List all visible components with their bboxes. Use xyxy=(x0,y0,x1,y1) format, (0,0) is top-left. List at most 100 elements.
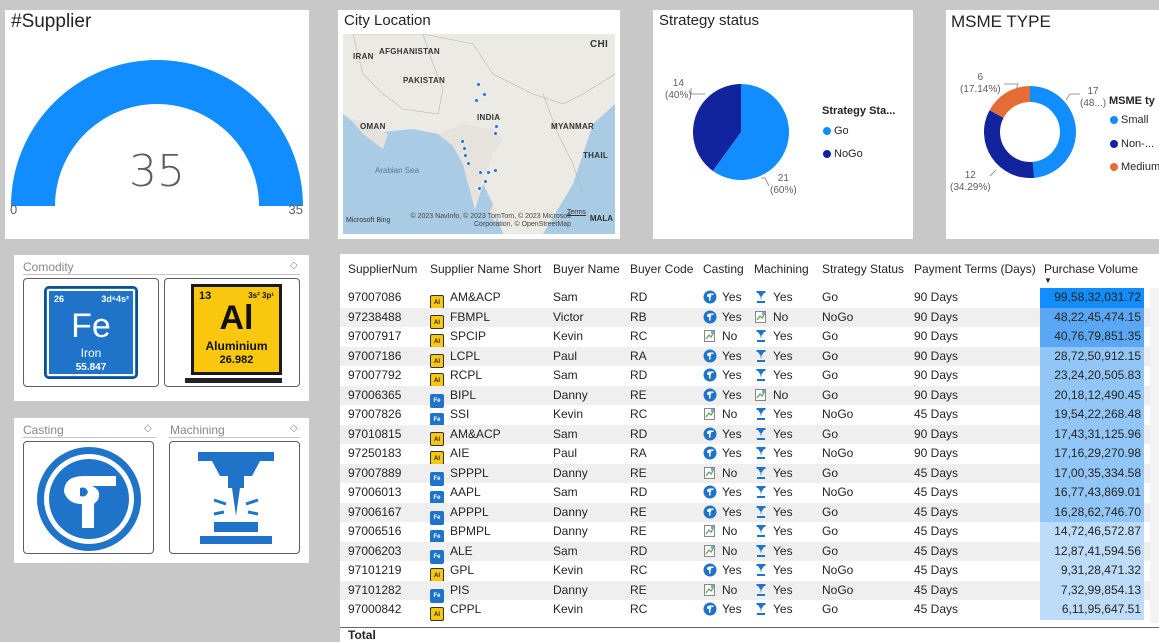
comodity-tile-iron[interactable]: 26 3d⁶4s² Fe Iron 55.847 xyxy=(23,278,159,387)
strategy-status-card[interactable]: Strategy status 14 (40%) 21 (60%) Strate… xyxy=(653,10,913,239)
machining-yes-icon xyxy=(754,544,768,558)
col-buyer-code[interactable]: Buyer Code xyxy=(630,262,694,276)
table-row[interactable]: 97007889 Fe SPPPL Danny RE No Yes Go 45 Days 17,0… xyxy=(340,463,1159,486)
map-point[interactable] xyxy=(493,168,498,173)
table-row[interactable]: 97006013 Fe AAPL Sam RD Yes Yes NoGo 45 Days 16,7… xyxy=(340,483,1159,505)
cell-buyer-code-text: RD xyxy=(630,485,648,499)
cell-strategy-status-text: Go xyxy=(822,465,839,480)
cell-buyer-code: RD xyxy=(630,425,647,445)
iron-element-icon: 26 3d⁶4s² Fe Iron 55.847 xyxy=(44,286,138,379)
legend-item-medium[interactable]: Medium xyxy=(1110,161,1159,173)
col-payment-terms[interactable]: Payment Terms (Days) xyxy=(914,262,1036,276)
cell-supplier-name-text: CPPL xyxy=(450,602,482,616)
table-row[interactable]: 97007086 Al AM&ACP Sam RD Yes Yes Go 90 Days 99,5… xyxy=(340,288,1159,309)
map-terms-link[interactable]: Terms xyxy=(567,209,587,216)
table-row[interactable]: 97007917 Al SPCIP Kevin RC No Yes Go 90 Days 40,7… xyxy=(340,327,1159,348)
map-point[interactable] xyxy=(493,131,498,136)
cell-payment-terms: 45 Days xyxy=(914,561,958,581)
supplier-gauge-card[interactable]: #Supplier 35 0 35 xyxy=(5,10,309,239)
cell-strategy-status-text: NoGo xyxy=(822,582,854,597)
table-row[interactable]: 97006203 Fe ALE Sam RD No Yes Go 45 Days 12,87,41… xyxy=(340,541,1159,564)
table-row[interactable]: 97006167 Fe APPPL Danny RE Yes Yes Go 45 Days 16,… xyxy=(340,502,1159,525)
table-row[interactable]: 97238488 Al FBMPL Victor RB Yes No NoGo 90 Days 4… xyxy=(340,307,1159,329)
machining-tile[interactable] xyxy=(169,441,300,554)
col-supplier-name[interactable]: Supplier Name Short xyxy=(430,262,542,276)
col-supplier-num[interactable]: SupplierNum xyxy=(348,262,418,276)
cell-casting: No xyxy=(703,327,737,347)
cell-purchase-volume: 17,16,29,270.98 xyxy=(1054,446,1141,460)
table-scrollbar[interactable] xyxy=(1150,288,1159,623)
legend-item-go[interactable]: Go xyxy=(823,125,849,137)
table-row[interactable]: 97006365 Fe BIPL Danny RE Yes No Go 90 Days 20,18… xyxy=(340,385,1159,408)
map-point[interactable] xyxy=(494,124,499,129)
legend-label-small: Small xyxy=(1121,114,1149,126)
comodity-slicer[interactable]: Comodity ◇ 26 3d⁶4s² Fe Iron 55.847 13 3… xyxy=(14,255,309,401)
table-row[interactable]: 97006516 Fe BPMPL Danny RE No Yes Go 45 Days 14,7… xyxy=(340,522,1159,544)
cell-payment-terms-text: 90 Days xyxy=(914,426,959,441)
legend-item-small[interactable]: Small xyxy=(1110,114,1149,126)
table-row[interactable]: 97007792 Al RCPL Sam RD Yes Yes Go 90 Days 23,24,… xyxy=(340,366,1159,387)
col-purchase-volume[interactable]: Purchase Volume xyxy=(1044,262,1139,276)
map-point[interactable] xyxy=(477,186,482,191)
cell-buyer-code-text: RE xyxy=(630,387,647,402)
machining-yes-icon xyxy=(754,368,768,382)
pie-slice-nogo[interactable] xyxy=(693,84,741,171)
table-row[interactable]: 97000842 Al CPPL Kevin RC Yes Yes Go 45 Days 6,11… xyxy=(340,600,1159,621)
map-point[interactable] xyxy=(474,98,479,103)
cell-supplier-name-text: AM&ACP xyxy=(450,290,501,304)
cell-strategy-status-text: Go xyxy=(822,524,839,538)
map-point[interactable] xyxy=(482,92,487,97)
donut-slice-medium[interactable] xyxy=(989,86,1030,118)
msme-type-card[interactable]: MSME TYPE 6 (17.14%) 17 (48...) 12 (34.2… xyxy=(946,10,1159,239)
clear-selection-icon[interactable]: ◇ xyxy=(290,260,298,271)
table-row[interactable]: 97101282 Fe PIS Danny RE No Yes NoGo 45 Days 7,32… xyxy=(340,580,1159,603)
cell-buyer-code-text: RA xyxy=(630,348,647,363)
table-row[interactable]: 97250183 Al AIE Paul RA Yes Yes NoGo 90 Days 17,1… xyxy=(340,444,1159,465)
comodity-tile-aluminium[interactable]: 13 3s² 3p¹ Al Aluminium 26.982 xyxy=(164,278,300,387)
map-point[interactable] xyxy=(466,161,471,166)
donut-slice-small[interactable] xyxy=(1030,86,1076,178)
comodity-title: Comodity xyxy=(23,260,74,274)
table-row[interactable]: 97007826 Fe SSI Kevin RC No Yes NoGo 45 Days 19,5… xyxy=(340,405,1159,427)
cell-buyer-code: RE xyxy=(630,522,647,542)
map-point[interactable] xyxy=(460,139,465,144)
cell-supplier-name-text: SPCIP xyxy=(450,329,487,343)
cell-buyer-name: Sam xyxy=(553,366,578,386)
iron-mass: 55.847 xyxy=(75,362,107,373)
donut-slice-non[interactable] xyxy=(984,110,1035,178)
cell-machining-text: Yes xyxy=(773,485,793,499)
cell-casting-text: Yes xyxy=(722,387,742,402)
casting-clear-icon[interactable]: ◇ xyxy=(144,423,152,434)
cell-buyer-code: RD xyxy=(630,483,647,503)
table-row[interactable]: 97101219 Al GPL Kevin RC Yes Yes NoGo 45 Days 9,3… xyxy=(340,561,1159,582)
map-point[interactable] xyxy=(462,146,467,151)
map-point[interactable] xyxy=(476,82,481,87)
table-row[interactable]: 97010815 Al AM&ACP Sam RD Yes Yes Go 90 Days 17,4… xyxy=(340,424,1159,446)
legend-item-non[interactable]: Non-... xyxy=(1110,138,1154,150)
cell-machining-text: Yes xyxy=(773,446,793,460)
map-canvas[interactable]: AFGHANISTAN IRAN PAKISTAN CHI INDIA OMAN… xyxy=(343,34,615,234)
purchase-volume-bar xyxy=(1040,463,1144,483)
cell-supplier-num: 97006167 xyxy=(348,503,401,523)
col-machining[interactable]: Machining xyxy=(754,262,809,276)
map-point[interactable] xyxy=(483,179,488,184)
machining-yes-icon xyxy=(754,329,768,343)
cell-supplier-name-text: AAPL xyxy=(450,485,481,499)
cell-strategy-status: Go xyxy=(822,503,838,523)
table-row[interactable]: 97007186 Al LCPL Paul RA Yes Yes Go 90 Days 28,72… xyxy=(340,346,1159,368)
map-point[interactable] xyxy=(486,170,491,175)
pie-slice-go[interactable] xyxy=(712,84,789,180)
col-casting[interactable]: Casting xyxy=(703,262,744,276)
broken-image-icon xyxy=(754,388,768,402)
map-point[interactable] xyxy=(478,170,483,175)
city-location-card[interactable]: City Location AFGHANISTAN IRAN PAKISTAN … xyxy=(338,10,620,239)
map-point[interactable] xyxy=(463,153,468,158)
casting-tile[interactable] xyxy=(23,441,154,554)
aluminium-badge-icon: Al xyxy=(430,314,444,329)
supplier-table[interactable]: SupplierNum Supplier Name Short Buyer Na… xyxy=(340,254,1159,642)
col-buyer-name[interactable]: Buyer Name xyxy=(553,262,620,276)
col-strategy-status[interactable]: Strategy Status xyxy=(822,262,905,276)
machining-clear-icon[interactable]: ◇ xyxy=(290,423,298,434)
legend-item-nogo[interactable]: NoGo xyxy=(823,148,863,160)
cell-buyer-code: RD xyxy=(630,366,647,386)
